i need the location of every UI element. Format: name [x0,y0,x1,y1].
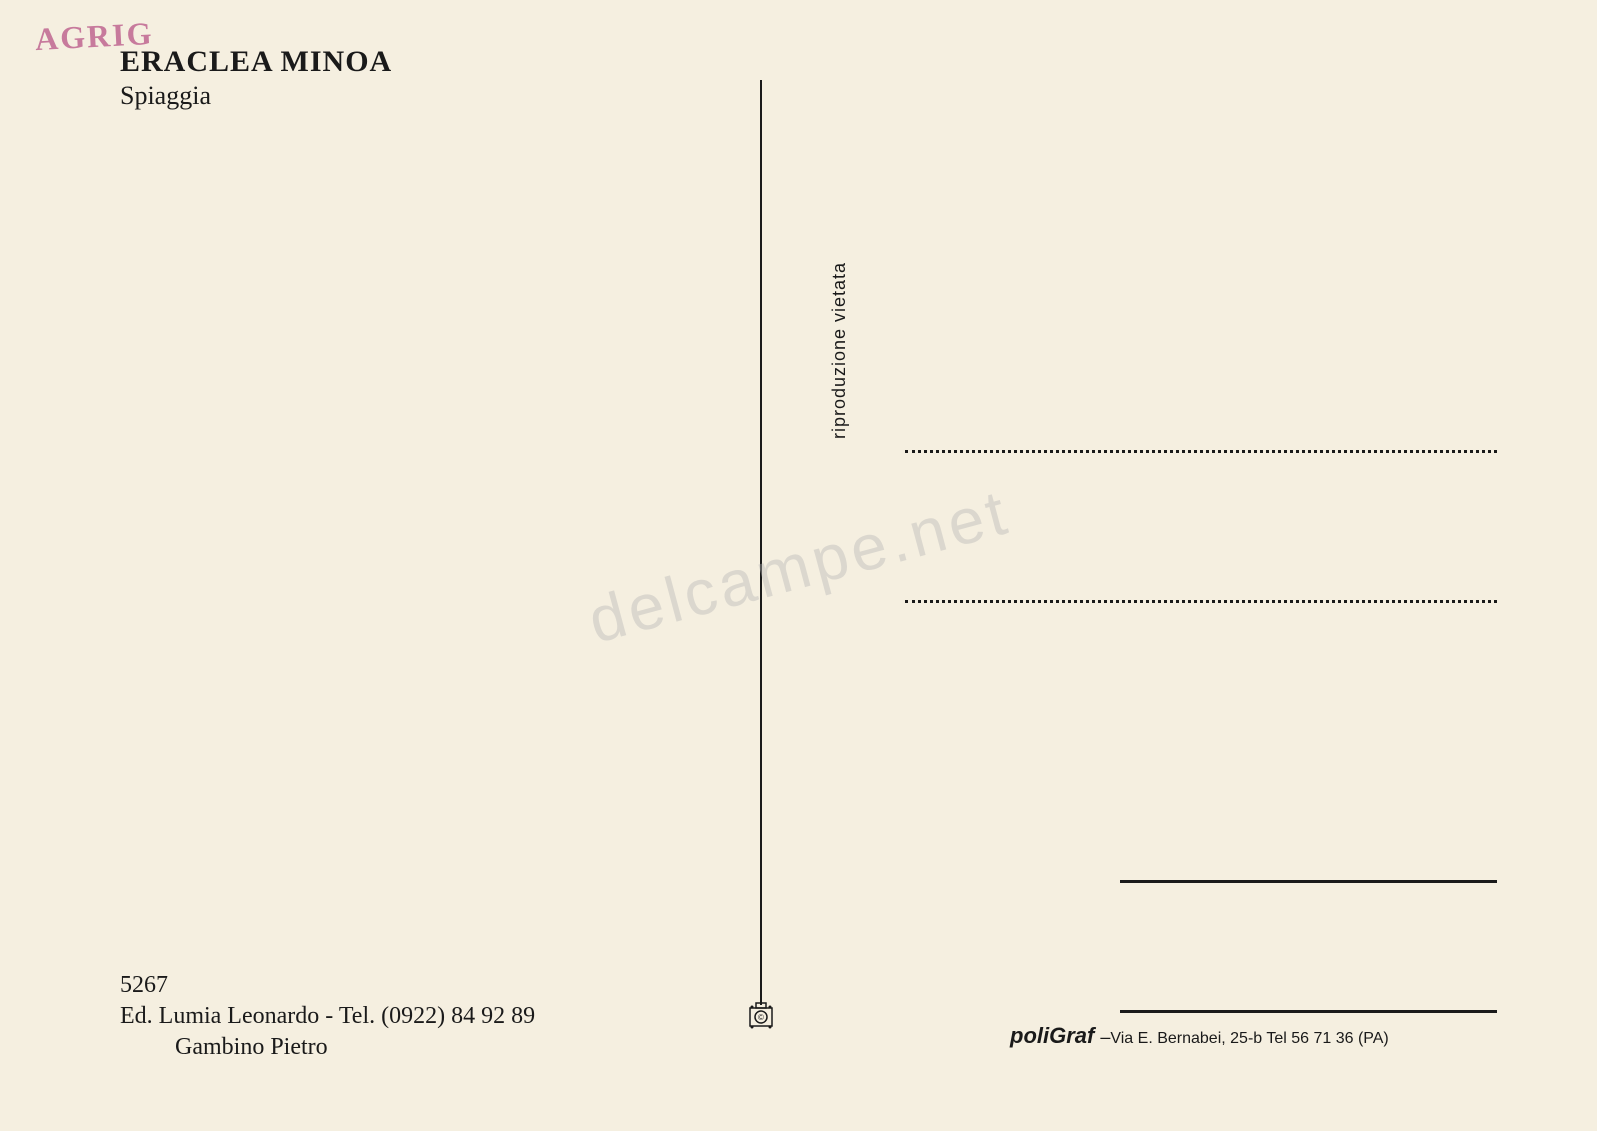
printer-separator: – [1100,1027,1110,1048]
center-divider [760,80,762,1005]
reference-number: 5267 [120,972,535,999]
printer-address: Via E. Bernabei, 25-b Tel 56 71 36 (PA) [1110,1030,1388,1048]
address-line-2 [905,600,1497,603]
watermark-text: delcampe.net [580,474,1017,657]
address-line-1 [905,450,1497,453]
postcard-back: AGRIG ERACLEA MINOA Spiaggia riproduzion… [0,0,1597,1131]
address-line-4 [1120,1010,1497,1013]
publisher-block: 5267 Ed. Lumia Leonardo - Tel. (0922) 84… [120,972,535,1061]
publisher-name-2: Gambino Pietro [175,1034,535,1061]
location-subtitle: Spiaggia [120,81,392,111]
publisher-name: Ed. Lumia Leonardo - Tel. (0922) 84 92 8… [120,1003,535,1030]
printer-logo: poliGraf [1010,1023,1094,1049]
location-title: ERACLEA MINOA [120,45,392,79]
title-block: ERACLEA MINOA Spiaggia [120,45,392,111]
svg-text:©: © [758,1013,764,1022]
printer-credit: poliGraf – Via E. Bernabei, 25-b Tel 56 … [1010,1023,1389,1049]
copyright-text: riproduzione vietata [829,262,850,439]
camera-copyright-icon: © [748,1000,774,1030]
address-line-3 [1120,880,1497,883]
